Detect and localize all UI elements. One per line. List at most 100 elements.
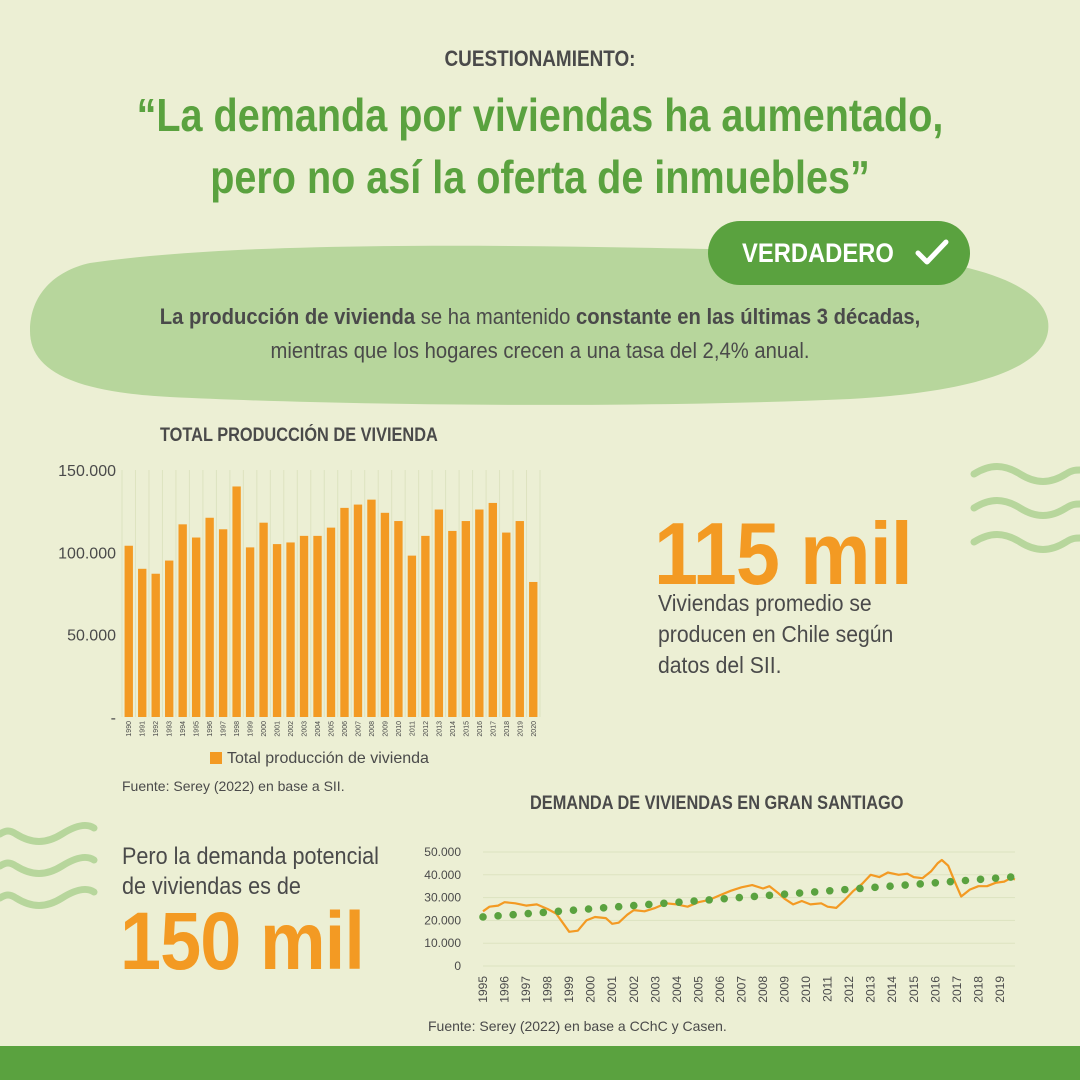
trend-dot — [750, 892, 759, 901]
bar — [367, 499, 376, 717]
x-tick-label: 2014 — [450, 721, 457, 737]
bar — [299, 535, 309, 717]
bar — [124, 545, 133, 717]
trend-dot — [856, 884, 864, 893]
trend-dot — [916, 880, 925, 888]
y-tick-label: 100.000 — [58, 545, 116, 562]
x-tick-label: 1992 — [153, 721, 160, 737]
trend-dot — [780, 890, 789, 898]
line-chart: 0 10.000 20.000 30.000 40.000 50.000 1995 1996 1… — [424, 845, 1016, 1003]
x-tick-label: 2018 — [504, 721, 511, 737]
x-tick-label: 2012 — [423, 721, 430, 737]
bar — [353, 504, 363, 717]
bar — [340, 507, 349, 717]
x-tick-label: 1997 — [519, 976, 533, 1003]
trend-dot — [841, 885, 849, 894]
bar — [138, 568, 147, 717]
trend-dot — [901, 881, 909, 889]
x-tick-label: 2003 — [648, 976, 662, 1003]
legend-label: Total producción de vivienda — [227, 750, 429, 767]
trend-dot — [660, 899, 668, 908]
bar — [502, 532, 511, 717]
trend-dot — [705, 896, 713, 904]
trend-dot — [675, 898, 683, 906]
x-tick-label: 2020 — [531, 721, 538, 737]
bar — [259, 522, 268, 717]
x-tick-label: 1999 — [248, 721, 255, 737]
summary-blob — [30, 245, 1049, 405]
wave-decoration-right — [970, 463, 1080, 553]
verdict-badge: VERDADERO — [708, 221, 970, 285]
x-tick-label: 2005 — [691, 976, 705, 1003]
trend-dot — [524, 909, 533, 918]
x-tick-label: 2002 — [288, 721, 295, 737]
bar — [151, 573, 160, 717]
y-tick-label: 50.000 — [67, 628, 116, 645]
trend-dot — [961, 876, 970, 885]
trend-dot — [645, 900, 653, 909]
trend-dot — [1006, 873, 1015, 881]
trend-dot — [494, 912, 502, 920]
x-tick-label: 2008 — [756, 976, 770, 1003]
x-tick-label: 2016 — [928, 976, 942, 1003]
bar — [218, 529, 228, 717]
y-tick-label: 50.000 — [424, 845, 461, 859]
trend-dot — [690, 897, 698, 905]
supply-desc-line-1: Viviendas promedio se — [658, 590, 872, 616]
trend-dot — [539, 908, 548, 917]
x-tick-label: 2009 — [382, 721, 389, 737]
summary-bold-a: La producción de vivienda — [159, 304, 416, 329]
bar — [191, 537, 201, 717]
demand-stat-value: 150 mil — [120, 896, 365, 987]
x-tick-label: 2019 — [517, 721, 524, 737]
trend-dot — [795, 889, 804, 897]
bar-chart-legend: Total producción de vivienda — [210, 750, 429, 768]
x-tick-label: 2011 — [821, 976, 835, 1002]
headline-line-2: pero no así la oferta de inmuebles” — [210, 151, 870, 203]
trend-dot — [735, 893, 744, 902]
line-chart-title: DEMANDA DE VIVIENDAS EN GRAN SANTIAGO — [530, 793, 904, 814]
x-tick-label: 2011 — [409, 721, 416, 736]
trend-dot — [765, 891, 774, 900]
checkmark-icon — [915, 239, 949, 265]
bar — [245, 547, 255, 717]
supply-desc-line-2: producen en Chile según — [658, 621, 894, 647]
x-tick-label: 2007 — [355, 721, 362, 737]
supply-stat-value: 115 mil — [654, 504, 913, 603]
x-tick-label: 2014 — [885, 976, 899, 1003]
bar — [165, 560, 174, 717]
bar — [529, 581, 538, 717]
bar — [475, 509, 484, 717]
bar — [272, 544, 282, 717]
x-tick-label: 2004 — [670, 976, 684, 1003]
y-tick-label: 150.000 — [58, 463, 116, 480]
bar — [434, 509, 444, 717]
bottom-bar — [0, 1046, 1080, 1080]
x-tick-label: 2004 — [315, 721, 322, 737]
y-tick-label: 30.000 — [424, 891, 461, 905]
x-tick-label: 2005 — [329, 721, 336, 737]
trend-dot — [479, 913, 487, 921]
x-tick-label: 1993 — [167, 721, 174, 737]
x-tick-label: 1996 — [207, 721, 214, 737]
bar — [448, 530, 457, 717]
x-tick-label: 2008 — [369, 721, 376, 737]
x-tick-label: 2017 — [950, 976, 964, 1003]
bar — [515, 521, 524, 717]
bar — [421, 535, 430, 717]
bar — [488, 502, 497, 717]
x-tick-label: 2006 — [342, 721, 349, 737]
x-tick-label: 1997 — [221, 721, 228, 737]
x-tick-label: 1994 — [180, 721, 187, 737]
trend-dot — [825, 886, 834, 895]
trend-dot — [931, 878, 940, 887]
bar-chart-title: TOTAL PRODUCCIÓN DE VIVIENDA — [160, 425, 438, 446]
x-tick-label: 2017 — [490, 721, 497, 737]
x-tick-label: 2018 — [971, 976, 985, 1003]
x-tick-label: 1998 — [541, 976, 555, 1003]
x-tick-label: 1998 — [234, 721, 241, 737]
x-tick-label: 1995 — [194, 721, 201, 737]
bar — [461, 521, 471, 717]
y-tick-label: 20.000 — [424, 913, 461, 927]
demand-text-line-2: de viviendas es de — [122, 873, 301, 900]
